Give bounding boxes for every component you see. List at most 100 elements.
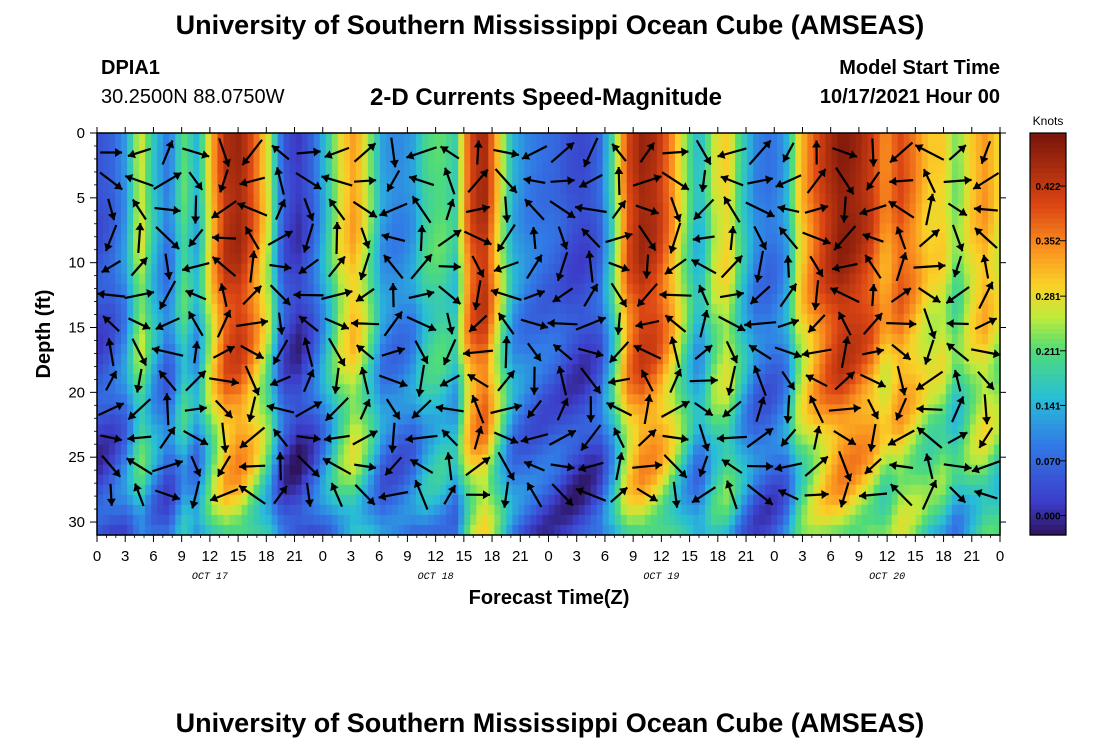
heatmap-cell xyxy=(205,334,212,345)
heatmap-cell xyxy=(217,293,225,305)
heatmap-cell xyxy=(777,374,784,385)
heatmap-cell xyxy=(969,404,977,415)
heatmap-cell xyxy=(554,173,562,184)
heatmap-cell xyxy=(379,454,387,466)
heatmap-cell xyxy=(488,303,495,315)
heatmap-cell xyxy=(349,233,357,245)
heatmap-cell xyxy=(723,414,730,426)
heatmap-cell xyxy=(692,374,700,385)
heatmap-cell xyxy=(795,404,802,415)
heatmap-cell xyxy=(921,173,929,184)
heatmap-cell xyxy=(446,153,453,164)
heatmap-cell xyxy=(301,364,309,375)
heatmap-cell xyxy=(133,464,140,476)
heatmap-cell xyxy=(253,334,261,345)
heatmap-cell xyxy=(169,153,176,164)
heatmap-cell xyxy=(289,193,297,204)
heatmap-cell xyxy=(103,203,110,214)
heatmap-cell xyxy=(560,434,568,446)
heatmap-cell xyxy=(211,293,218,305)
heatmap-cell xyxy=(127,183,134,194)
heatmap-cell xyxy=(620,143,628,154)
heatmap-cell xyxy=(963,233,971,245)
heatmap-cell xyxy=(211,243,218,255)
heatmap-cell xyxy=(542,163,550,174)
heatmap-cell xyxy=(819,133,827,144)
heatmap-cell xyxy=(476,253,483,265)
heatmap-cell xyxy=(103,163,110,174)
heatmap-cell xyxy=(404,414,411,426)
heatmap-cell xyxy=(759,163,766,174)
heatmap-cell xyxy=(145,163,152,174)
heatmap-cell xyxy=(440,374,447,385)
heatmap-cell xyxy=(313,364,321,375)
heatmap-cell xyxy=(500,253,507,265)
heatmap-cell xyxy=(981,213,989,225)
heatmap-cell xyxy=(169,464,176,476)
heatmap-cell xyxy=(277,243,285,255)
heatmap-cell xyxy=(777,193,784,204)
heatmap-cell xyxy=(458,303,465,315)
heatmap-cell xyxy=(458,133,465,144)
heatmap-cell xyxy=(367,263,375,275)
heatmap-cell xyxy=(97,454,104,466)
heatmap-cell xyxy=(127,283,134,295)
heatmap-cell xyxy=(668,424,676,436)
heatmap-cell xyxy=(915,444,923,456)
heatmap-cell xyxy=(951,374,959,385)
heatmap-cell xyxy=(265,404,273,415)
heatmap-cell xyxy=(199,243,206,255)
heatmap-cell xyxy=(488,213,495,225)
heatmap-cell xyxy=(488,143,495,154)
heatmap-cell xyxy=(506,193,513,204)
heatmap-cell xyxy=(915,293,923,305)
heatmap-cell xyxy=(343,183,351,194)
heatmap-cell xyxy=(578,263,586,275)
heatmap-cell xyxy=(133,364,140,375)
heatmap-cell xyxy=(355,364,363,375)
heatmap-cell xyxy=(133,283,140,295)
heatmap-cell xyxy=(494,434,501,446)
heatmap-cell xyxy=(867,414,875,426)
heatmap-cell xyxy=(699,364,706,375)
heatmap-cell xyxy=(680,273,688,285)
heatmap-cell xyxy=(668,143,676,154)
heatmap-cell xyxy=(560,143,568,154)
heatmap-cell xyxy=(446,213,453,225)
heatmap-cell xyxy=(644,344,652,355)
heatmap-cell xyxy=(957,313,965,325)
heatmap-cell xyxy=(500,364,507,375)
heatmap-cell xyxy=(355,394,363,405)
heatmap-cell xyxy=(518,293,526,305)
heatmap-cell xyxy=(494,233,501,245)
heatmap-cell xyxy=(241,233,249,245)
heatmap-cell xyxy=(560,414,568,426)
heatmap-cell xyxy=(373,414,381,426)
heatmap-cell xyxy=(686,364,694,375)
heatmap-cell xyxy=(831,344,839,355)
heatmap-cell xyxy=(331,414,339,426)
heatmap-cell xyxy=(542,444,550,456)
heatmap-cell xyxy=(614,394,622,405)
heatmap-cell xyxy=(422,243,429,255)
heatmap-cell xyxy=(933,354,941,365)
heatmap-cell xyxy=(795,414,802,426)
heatmap-cell xyxy=(813,163,820,174)
heatmap-cell xyxy=(446,243,453,255)
heatmap-cell xyxy=(367,233,375,245)
heatmap-cell xyxy=(518,414,526,426)
heatmap-cell xyxy=(205,233,212,245)
heatmap-cell xyxy=(121,243,128,255)
heatmap-cell xyxy=(632,173,640,184)
heatmap-cell xyxy=(831,223,839,235)
heatmap-cell xyxy=(554,334,562,345)
heatmap-cell xyxy=(241,384,249,395)
heatmap-cell xyxy=(367,344,375,355)
heatmap-cell xyxy=(151,203,158,214)
heatmap-cell xyxy=(464,414,471,426)
heatmap-cell xyxy=(464,153,471,164)
heatmap-cell xyxy=(482,173,489,184)
heatmap-cell xyxy=(512,354,519,365)
heatmap-cell xyxy=(915,173,923,184)
heatmap-cell xyxy=(145,283,152,295)
